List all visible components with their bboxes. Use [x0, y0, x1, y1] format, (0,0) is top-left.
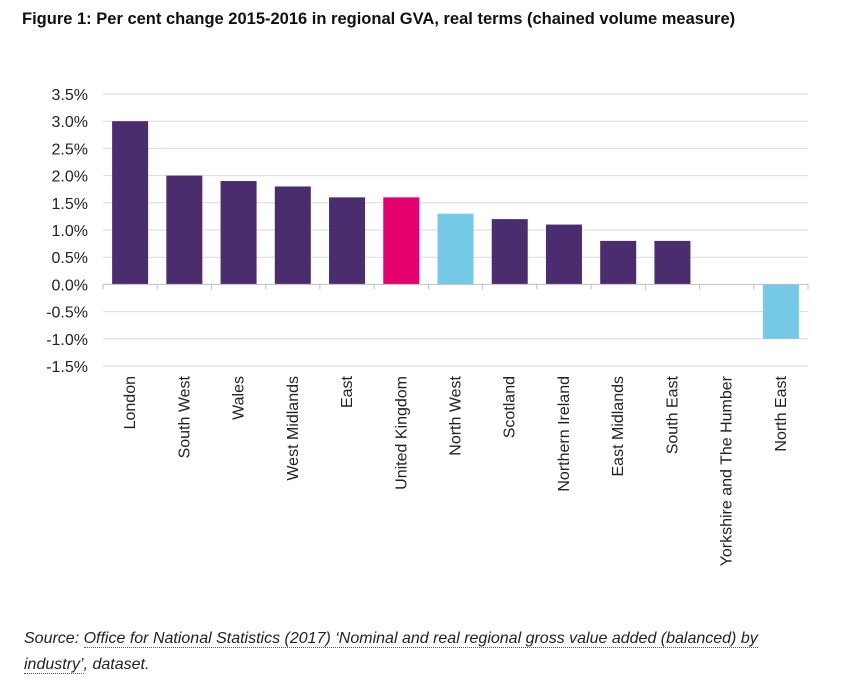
- gridlines: [103, 93, 808, 367]
- x-tick-label: Northern Ireland: [556, 376, 573, 492]
- x-tick-label: Wales: [231, 376, 248, 420]
- x-tick-label: East: [339, 375, 356, 408]
- x-axis: [102, 283, 809, 290]
- x-tick-label: Yorkshire and The Humber: [719, 375, 736, 566]
- y-tick-label: -0.5%: [46, 305, 88, 322]
- bar-north-west: [437, 213, 474, 285]
- bar-chart: 3.5% 3.0% 2.5% 2.0% 1.5% 1.0% 0.5% 0.0% -0.5% -1.…: [46, 87, 809, 566]
- y-tick-label: 3.5%: [52, 87, 88, 104]
- x-tick-label: East Midlands: [610, 376, 627, 477]
- x-tick-label: United Kingdom: [393, 376, 410, 490]
- source-suffix: , dataset.: [83, 656, 150, 673]
- y-tick-label: 0.0%: [52, 277, 88, 294]
- x-tick-label: West Midlands: [285, 376, 302, 481]
- bar-north-east: [762, 284, 799, 339]
- bar-east: [329, 197, 366, 285]
- y-tick-label: -1.0%: [46, 332, 88, 349]
- y-tick-label: -1.5%: [46, 359, 88, 376]
- bar-northern-ireland: [545, 224, 582, 285]
- y-tick-label: 2.0%: [52, 169, 88, 186]
- bars: [112, 121, 799, 339]
- y-tick-label: 0.5%: [52, 250, 88, 267]
- figure-title: Figure 1: Per cent change 2015-2016 in r…: [22, 10, 736, 28]
- bar-london: [112, 121, 149, 285]
- source-link[interactable]: Office for National Statistics (2017) ‘N…: [24, 630, 758, 674]
- y-tick-label: 3.0%: [52, 114, 88, 131]
- bar-west-midlands: [274, 186, 311, 285]
- bar-east-midlands: [600, 240, 637, 285]
- bar-south-west: [166, 175, 203, 285]
- x-tick-labels: London South West Wales West Midlands East Un…: [122, 375, 790, 566]
- x-tick-label: North West: [448, 375, 465, 455]
- source-prefix: Source:: [24, 630, 84, 647]
- x-tick-label: South East: [664, 375, 681, 454]
- y-tick-label: 1.5%: [52, 196, 88, 213]
- bar-south-east: [654, 240, 691, 285]
- y-tick-label: 1.0%: [52, 223, 88, 240]
- x-tick-label: South West: [176, 375, 193, 458]
- y-tick-labels: 3.5% 3.0% 2.5% 2.0% 1.5% 1.0% 0.5% 0.0% -0.5% -1.…: [46, 87, 88, 376]
- y-tick-label: 2.5%: [52, 141, 88, 158]
- x-tick-label: London: [122, 376, 139, 429]
- bar-wales: [220, 181, 257, 285]
- bar-scotland: [491, 219, 528, 285]
- source-note: Source: Office for National Statistics (…: [24, 626, 784, 678]
- x-tick-label: Scotland: [502, 376, 519, 438]
- x-tick-label: North East: [773, 375, 790, 451]
- bar-united-kingdom: [383, 197, 420, 285]
